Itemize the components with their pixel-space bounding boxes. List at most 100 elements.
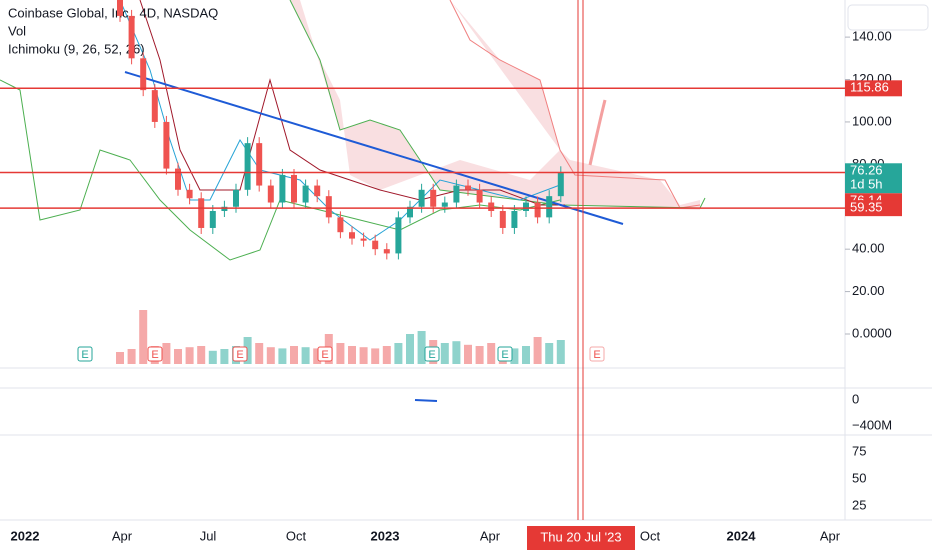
ichimoku-cloud [290,0,700,210]
base-line [139,0,565,206]
candle [407,206,413,218]
candle [557,172,564,197]
time-label: Oct [640,528,661,543]
candle [465,185,471,190]
candle [360,238,367,241]
candle [418,189,425,207]
earnings-badge [589,346,605,362]
earnings-label: E [501,349,508,361]
volume-bar [336,343,345,364]
rsi-axis-label: 50 [852,470,866,485]
time-label: 2024 [727,528,757,543]
price-tag-label: 115.86 [850,80,889,95]
earnings-badge [147,346,163,362]
volume-axis-label: 0 [852,391,859,406]
volume-bar [313,348,322,364]
indicator-line [414,399,438,402]
volume-axis-label: −400M [852,417,892,432]
candle [383,249,390,254]
volume-bar [278,348,287,364]
volume-bar [487,343,496,364]
time-label: 2022 [11,528,40,543]
volume-bar [417,331,426,364]
candle [244,143,251,190]
volume-bar [116,352,124,364]
volume-bar [139,310,148,364]
volume-bar [382,346,391,364]
price-label: 140.00 [852,29,892,44]
candle [267,185,274,203]
volume-bar [266,347,275,364]
crosshair-date-box [527,526,635,550]
candle [256,143,263,186]
price-tag-label: 59.35 [850,200,883,215]
volume-bar [208,350,217,364]
candle [488,202,495,212]
senkou-a [289,0,706,209]
time-label: Jul [200,528,217,543]
time-label: Apr [112,528,133,543]
volume-bar [243,337,252,364]
volume-bar [406,334,414,364]
volume-bar [464,344,472,364]
candle [325,196,332,218]
candle [279,174,286,203]
volume-bar [394,343,403,364]
price-label: 20.00 [852,283,885,298]
candle [511,211,518,228]
lagging-span [0,79,561,261]
volume-bar [556,340,565,364]
candle [302,185,309,203]
candle [372,240,379,250]
candle [233,189,239,207]
indicator-label: Vol [8,23,26,38]
volume-bar [533,337,542,364]
volume-bar [185,347,194,364]
candle [163,121,170,169]
volume-bar [301,347,310,364]
candle [140,58,147,91]
earnings-label: E [321,349,328,361]
volume-bar [197,346,206,364]
earnings-label: E [81,349,88,361]
earnings-badge [497,346,513,362]
symbol-title: Coinbase Global, Inc., 4D, NASDAQ [8,5,218,20]
projection [588,99,607,166]
price-label: 0.0000 [852,325,892,340]
candle [523,202,529,212]
volume-bar [348,346,356,364]
candle [499,211,506,228]
candle [128,15,135,59]
candle [453,185,460,203]
earnings-label: E [151,349,158,361]
volume-bar [371,348,380,364]
volume-bar [162,343,171,364]
volume-bar [522,346,530,364]
candle [349,232,355,239]
earnings-label: E [593,349,600,361]
candle [209,211,216,228]
dynamic-layer: 140.00120.00100.0080.0040.0020.000.0000E… [0,0,902,550]
candle [186,189,193,199]
indicator-label: Ichimoku (9, 26, 52, 26) [8,41,145,56]
trend-line [124,71,624,225]
earnings-badge [232,346,248,362]
candle [546,196,553,218]
volume-bar [440,343,449,364]
candle [291,174,297,203]
candle [117,0,123,16]
time-label: Apr [480,528,501,543]
time-label: Oct [286,528,307,543]
price-tag [845,200,902,217]
earnings-badge [424,346,440,362]
earnings-label: E [428,349,435,361]
countdown-label: 1d 5h [850,177,883,192]
price-label: 40.00 [852,241,885,256]
rsi-axis-label: 75 [852,443,866,458]
volume-bar [545,343,554,364]
price-label: 100.00 [852,113,892,128]
candle [175,168,181,190]
candle [430,189,437,207]
search-box[interactable] [847,4,929,31]
